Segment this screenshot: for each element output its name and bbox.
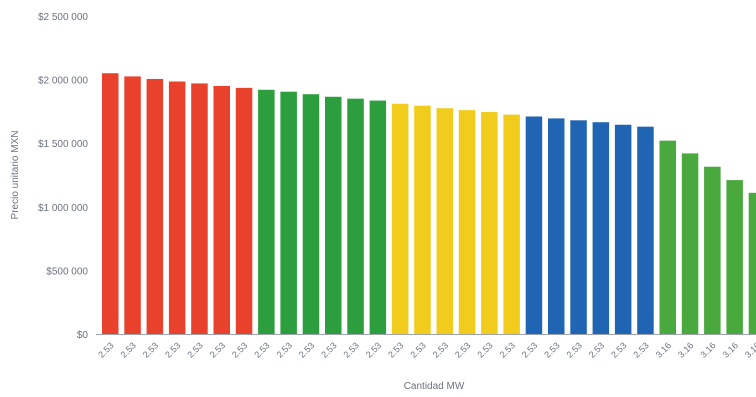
bar bbox=[191, 83, 208, 334]
y-tick-label: $1 000 000 bbox=[38, 203, 88, 214]
bar bbox=[325, 96, 342, 334]
y-axis-title: Precio unitario MXN bbox=[10, 131, 21, 220]
x-tick-label: 2.53 bbox=[542, 340, 561, 359]
bar bbox=[235, 87, 253, 334]
x-tick-label: 2.53 bbox=[230, 340, 249, 359]
x-tick-label: 2.53 bbox=[475, 340, 494, 359]
bar bbox=[748, 192, 756, 334]
x-tick-label: 2.53 bbox=[408, 340, 427, 359]
bar bbox=[124, 76, 141, 335]
y-tick-label: $2 500 000 bbox=[38, 12, 88, 23]
x-tick-label: 3.16 bbox=[721, 340, 740, 359]
x-tick-label: 2.53 bbox=[275, 340, 294, 359]
bar bbox=[168, 81, 186, 335]
x-tick-label: 2.53 bbox=[609, 340, 628, 359]
bar bbox=[681, 153, 699, 334]
x-tick-label: 2.53 bbox=[118, 340, 137, 359]
bar bbox=[592, 122, 610, 334]
bar bbox=[726, 180, 743, 334]
x-tick-label: 2.53 bbox=[297, 340, 316, 359]
bar bbox=[637, 126, 654, 334]
bar bbox=[102, 73, 119, 335]
x-tick-label: 2.53 bbox=[163, 340, 182, 359]
x-tick-label: 2.53 bbox=[96, 340, 115, 359]
y-tick-label: $2 000 000 bbox=[38, 76, 88, 87]
x-tick-label: 3.16 bbox=[743, 340, 756, 359]
bar bbox=[391, 103, 409, 334]
bar bbox=[213, 85, 230, 335]
x-tick-label: 2.53 bbox=[498, 340, 517, 359]
x-tick-label: 3.16 bbox=[676, 340, 695, 359]
bar bbox=[436, 108, 453, 334]
x-tick-label: 2.53 bbox=[364, 340, 383, 359]
x-tick-label: 2.53 bbox=[631, 340, 650, 359]
bar bbox=[503, 114, 520, 334]
bar bbox=[659, 140, 676, 334]
x-tick-label: 2.53 bbox=[185, 340, 204, 359]
x-tick-label: 2.53 bbox=[564, 340, 583, 359]
bar bbox=[704, 166, 721, 334]
bar bbox=[146, 78, 164, 335]
x-tick-label: 2.53 bbox=[520, 340, 539, 359]
bar bbox=[369, 100, 387, 334]
bar bbox=[548, 118, 565, 334]
y-tick-label: $500 000 bbox=[46, 266, 88, 277]
bar bbox=[302, 94, 320, 334]
x-tick-label: 2.53 bbox=[431, 340, 450, 359]
x-axis-ticks: 2.53 2.53 2.53 2.53 2.53 2.53 2.53 2.53 2.53 2.53… bbox=[96, 340, 756, 359]
x-tick-label: 2.53 bbox=[319, 340, 338, 359]
bar bbox=[414, 105, 431, 335]
x-tick-label: 2.53 bbox=[386, 340, 405, 359]
x-tick-label: 2.53 bbox=[587, 340, 606, 359]
x-tick-label: 2.53 bbox=[141, 340, 160, 359]
bar bbox=[481, 112, 498, 334]
bar bbox=[258, 89, 275, 334]
x-tick-label: 2.53 bbox=[208, 340, 227, 359]
bar bbox=[525, 116, 543, 334]
y-tick-label: $0 bbox=[77, 330, 89, 341]
x-tick-label: 2.53 bbox=[453, 340, 472, 359]
bar bbox=[614, 124, 632, 334]
x-axis-title: Cantidad MW bbox=[404, 381, 465, 392]
bar bbox=[280, 91, 297, 335]
x-tick-label: 3.16 bbox=[698, 340, 717, 359]
bars bbox=[102, 73, 756, 335]
x-tick-label: 3.16 bbox=[654, 340, 673, 359]
x-tick-label: 2.53 bbox=[341, 340, 360, 359]
y-tick-label: $1 500 000 bbox=[38, 139, 88, 150]
x-tick-label: 2.53 bbox=[252, 340, 271, 359]
y-axis-ticks: $0 $500 000 $1 000 000 $1 500 000 $2 000 000… bbox=[38, 12, 88, 341]
bar bbox=[570, 120, 587, 334]
bar bbox=[458, 110, 476, 335]
bar bbox=[347, 98, 364, 335]
